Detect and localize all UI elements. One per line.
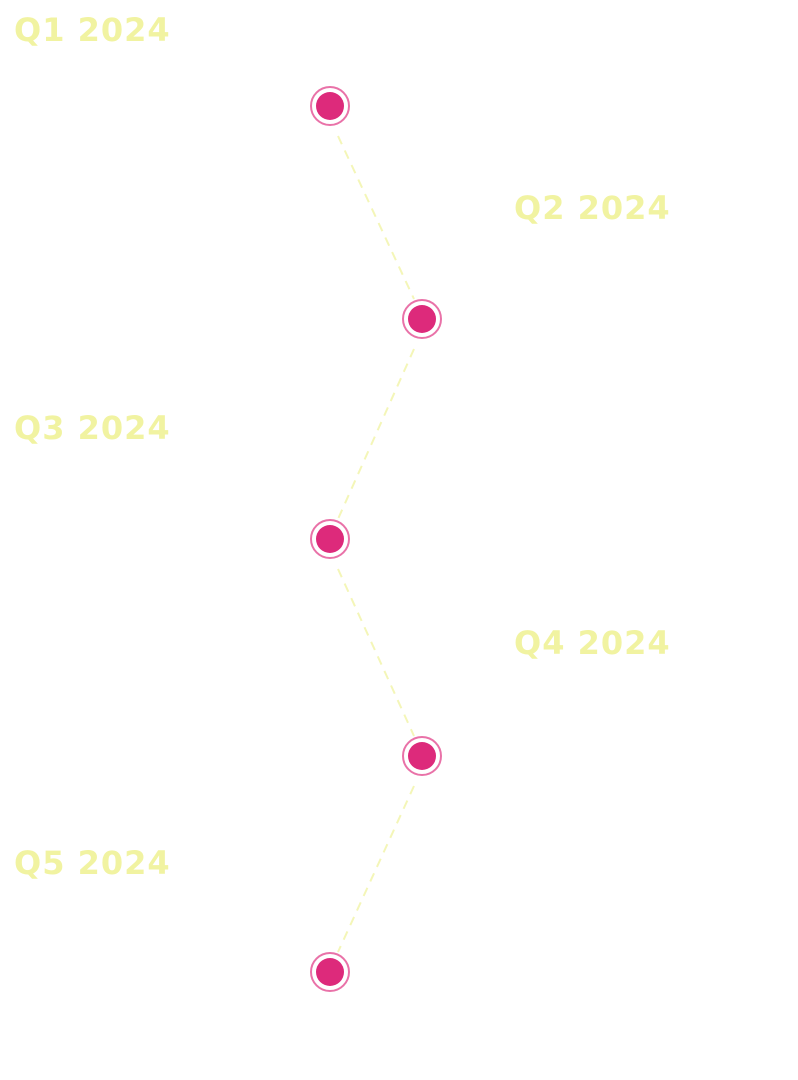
connector-line	[337, 785, 415, 953]
milestone-node-q3	[310, 519, 350, 559]
connector-line	[337, 568, 415, 737]
milestone-label-q3: Q3 2024	[14, 409, 171, 447]
milestone-node-q5	[310, 952, 350, 992]
connector-line	[337, 135, 415, 300]
milestone-label-q1: Q1 2024	[14, 11, 171, 49]
milestone-node-q2	[402, 299, 442, 339]
node-dot	[408, 305, 436, 333]
timeline-nodes	[310, 86, 442, 992]
milestone-label-q5: Q5 2024	[14, 844, 171, 882]
milestone-label-q2: Q2 2024	[514, 189, 671, 227]
node-dot	[316, 958, 344, 986]
connector-line	[337, 348, 415, 520]
timeline-connectors	[337, 135, 415, 953]
node-dot	[408, 742, 436, 770]
milestone-label-q4: Q4 2024	[514, 624, 671, 662]
milestone-node-q4	[402, 736, 442, 776]
node-dot	[316, 92, 344, 120]
milestone-node-q1	[310, 86, 350, 126]
node-dot	[316, 525, 344, 553]
